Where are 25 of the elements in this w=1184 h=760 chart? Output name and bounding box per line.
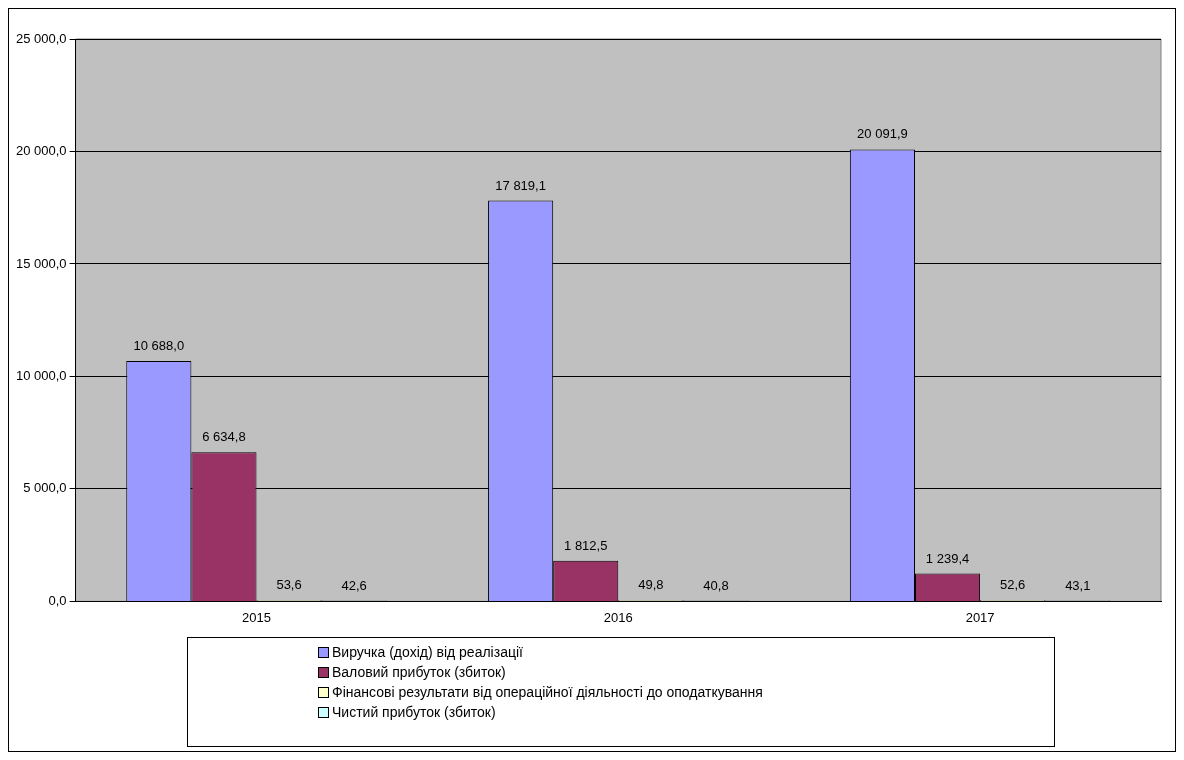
y-tick-label: 5 000,0: [23, 480, 67, 496]
data-label: 40,8: [703, 577, 729, 593]
legend-label: Виручка (дохід) від реалізації: [332, 644, 523, 660]
data-label: 20 091,9: [857, 126, 908, 142]
legend-label: Валовий прибуток (збиток): [332, 664, 506, 680]
data-label: 53,6: [276, 577, 302, 593]
y-tick-label: 15 000,0: [15, 255, 67, 271]
y-tick-label: 10 000,0: [15, 368, 67, 384]
data-label: 1 812,5: [564, 537, 608, 553]
data-label: 43,1: [1065, 577, 1091, 593]
data-label: 52,6: [1000, 577, 1026, 593]
y-tick-label: 20 000,0: [15, 143, 67, 159]
x-tick-label: 2016: [603, 609, 633, 625]
legend-label: Фінансові результати від операційної діяльності до оподаткування: [332, 684, 763, 700]
y-tick-label: 25 000,0: [15, 30, 67, 46]
x-tick-label: 2017: [965, 609, 995, 625]
y-tick-label: 0,0: [48, 592, 67, 608]
legend-label: Чистий прибуток (збиток): [332, 704, 496, 720]
data-label: 1 239,4: [925, 550, 970, 566]
data-label: 10 688,0: [133, 338, 185, 354]
data-label: 17 819,1: [495, 177, 546, 193]
data-label: 6 634,8: [202, 429, 246, 445]
data-label: 42,6: [341, 577, 367, 593]
x-tick-label: 2015: [242, 609, 271, 625]
data-label: 49,8: [638, 577, 664, 593]
